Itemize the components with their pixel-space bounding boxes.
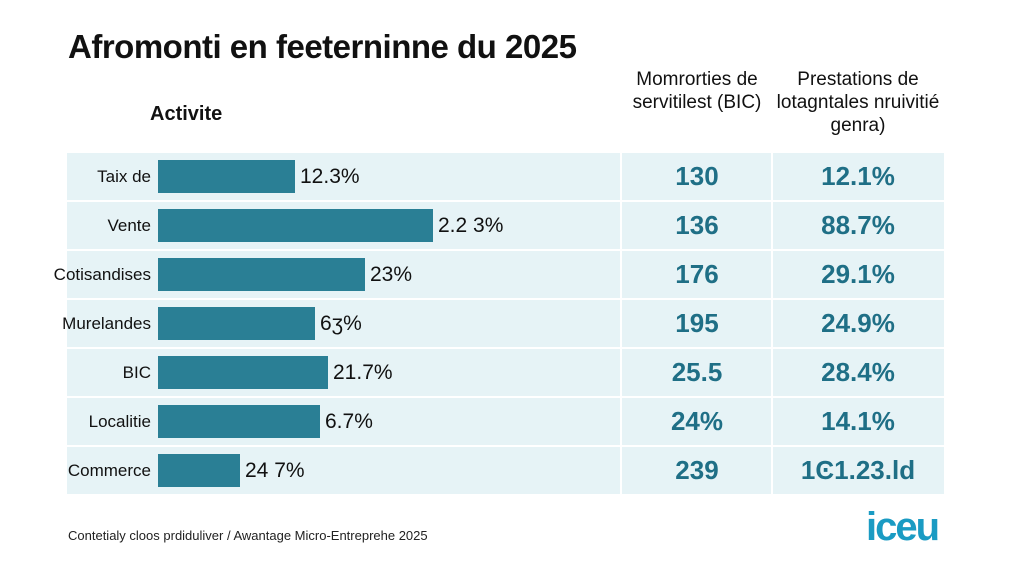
row-label: Commerce (67, 461, 151, 480)
table-row: Cotisandises 23% 176 29.1% (54, 251, 944, 298)
row-label: Taix de (97, 167, 151, 186)
bar (158, 454, 240, 487)
table-row: Murelandes 6ʒ% 195 24.9% (62, 300, 944, 347)
row-label: Murelandes (62, 314, 151, 333)
table-row: Vente 2.2 3% 136 88.7% (67, 202, 944, 249)
bar (158, 356, 328, 389)
table-row: BIC 21.7% 25.5 28.4% (67, 349, 944, 396)
cell-value: 88.7% (821, 210, 895, 240)
table-row: Taix de 12.3% 130 12.1% (67, 153, 944, 200)
cell-value: 130 (675, 161, 719, 191)
cell-value: 14.1% (821, 406, 895, 436)
bar (158, 258, 365, 291)
bar-label: 24 7% (245, 459, 305, 482)
cell-value: 24.9% (821, 308, 895, 338)
cell-value: 195 (675, 308, 719, 338)
cell-value: 136 (675, 210, 719, 240)
table: Taix de 12.3% 130 12.1% Vente 2.2 3% 136 88.7% C… (54, 153, 944, 494)
logo: iceu (866, 505, 940, 549)
column-header: Momrorties de servitilest (BIC) (632, 69, 762, 113)
row-label: Cotisandises (53, 265, 151, 284)
source: Contetialy cloos prdiduliver / Awantage … (68, 528, 428, 543)
cell-value: 176 (675, 259, 719, 289)
column-divider (620, 153, 622, 494)
row-label: Vente (107, 216, 152, 235)
bar-label: 2.2 3% (438, 214, 504, 237)
column-header: Activite (150, 103, 223, 125)
bar (158, 307, 315, 340)
cell-value: 28.4% (821, 357, 895, 387)
bar-label: 21.7% (333, 361, 393, 384)
bar-label: 12.3% (300, 165, 360, 188)
bar (158, 405, 320, 438)
row-label: Localitie (88, 412, 151, 431)
bar (158, 209, 433, 242)
cell-value: 12.1% (821, 161, 895, 191)
title: Afromonti en feeterninne du 2025 (68, 28, 577, 65)
cell-value: 239 (675, 455, 719, 485)
bar-label: 6.7% (325, 410, 373, 433)
cell-value: 24% (670, 406, 724, 436)
bar (158, 160, 295, 193)
row-label: BIC (122, 363, 151, 382)
table-row: Localitie 6.7% 24% 14.1% (67, 398, 944, 445)
cell-value: 29.1% (821, 259, 895, 289)
column-divider (771, 153, 773, 494)
cell-value: 25.5 (671, 357, 723, 387)
column-header: Prestations de lotagntales nruivitié gen… (776, 69, 940, 136)
bar-label: 23% (370, 263, 413, 286)
table-row: Commerce 24 7% 239 1Ͼ1.23.ld (67, 447, 944, 494)
bar-label: 6ʒ% (320, 312, 362, 335)
cell-value: 1Ͼ1.23.ld (800, 455, 916, 485)
